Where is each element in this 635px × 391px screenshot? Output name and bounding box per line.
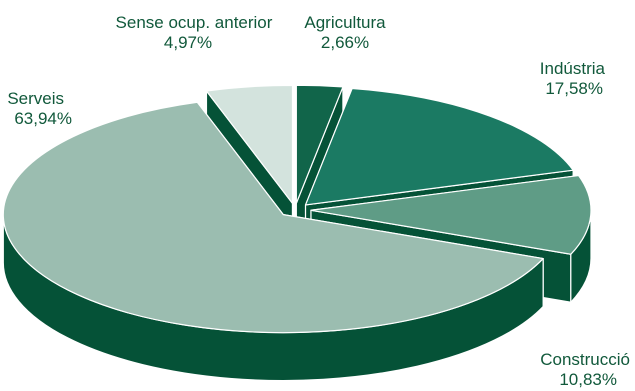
slice-industria (304, 87, 574, 206)
slice-value-agricultura: 2,66% (321, 33, 369, 52)
pie-labels: Serveis 63,94% Sense ocup. anterior 4,97… (7, 13, 630, 389)
slice-value-industria: 17,58% (545, 79, 603, 98)
slice-value-serveis: 63,94% (14, 109, 72, 128)
slice-value-sense-ocup: 4,97% (164, 33, 212, 52)
slice-sense-ocup-anterior (205, 84, 294, 204)
slice-label-serveis: Serveis (7, 89, 64, 108)
slice-label-agricultura: Agricultura (304, 13, 386, 32)
slice-agricultura (295, 84, 344, 204)
slice-label-sense-ocup: Sense ocup. anterior (116, 13, 273, 32)
slice-label-construccio: Construcció (540, 350, 630, 369)
slice-label-industria: Indústria (540, 59, 606, 78)
pie-tops (2, 84, 592, 334)
slice-serveis (2, 101, 544, 334)
slice-value-construccio: 10,83% (559, 370, 617, 389)
slice-construccio (310, 174, 592, 255)
